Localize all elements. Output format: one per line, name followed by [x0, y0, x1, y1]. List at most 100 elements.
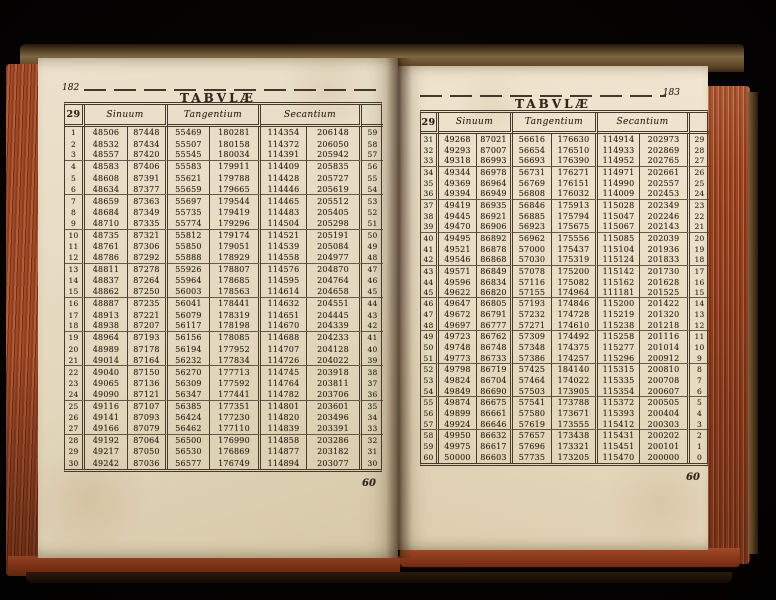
sin-cell: 86849: [477, 265, 513, 277]
minute-cell: 46: [421, 298, 439, 310]
minute-cell: 43: [421, 265, 439, 277]
sin-cell: 49874: [439, 397, 477, 409]
sec-cell: 201730: [640, 265, 690, 277]
sin-cell: 87250: [128, 286, 168, 298]
minute-cell: 36: [421, 188, 439, 200]
page-number-right: 183: [662, 88, 680, 98]
tan-cell: 55964: [168, 275, 210, 287]
tan-cell: 57078: [513, 265, 552, 277]
minute-cell: 32: [421, 144, 439, 156]
tan-cell: 178319: [210, 309, 261, 321]
sin-cell: 86964: [477, 177, 513, 189]
minute-cell: 40: [421, 232, 439, 244]
cominute-cell: 44: [367, 299, 378, 309]
sin-cell: 87420: [128, 149, 168, 162]
tan-cell: 178929: [210, 252, 261, 264]
sin-cell: 87150: [128, 366, 168, 378]
tan-cell: 177952: [210, 343, 261, 355]
cominute-cell: 20: [694, 233, 705, 243]
tan-cell: 178085: [210, 332, 261, 344]
cominute-cell: 2: [697, 431, 702, 441]
tan-cell: 55774: [168, 218, 210, 230]
sin-cell: 87221: [128, 309, 168, 321]
tan-cell: 175913: [552, 199, 598, 211]
minute-cell: 31: [421, 134, 439, 145]
minute-cell: 48: [421, 320, 439, 332]
right-cover-edge: [748, 92, 758, 554]
sin-cell: 48761: [85, 240, 128, 253]
sec-cell: 115067: [598, 221, 640, 233]
tan-cell: 56500: [168, 434, 210, 447]
tan-cell: 176510: [552, 144, 598, 156]
sec-cell: 114521: [261, 229, 307, 241]
page-title: TABVLÆ: [515, 97, 591, 111]
tan-cell: 180158: [210, 138, 261, 150]
sec-cell: 115412: [598, 419, 640, 431]
cominute-cell: 28: [694, 145, 705, 155]
sec-cell: 200303: [640, 419, 690, 431]
sin-cell: 87178: [128, 343, 168, 355]
sin-cell: 87007: [477, 144, 513, 156]
tan-cell: 55507: [168, 138, 210, 150]
tan-cell: 174257: [552, 353, 598, 365]
sin-cell: 48506: [85, 127, 128, 139]
right-fore-edge: [706, 86, 750, 564]
sec-cell: 115354: [598, 386, 640, 398]
headpiece-rule: [84, 89, 384, 91]
sec-cell: 206050: [307, 138, 362, 150]
tan-cell: 56962: [513, 232, 552, 244]
sin-cell: 86935: [477, 199, 513, 211]
cominute-cell: 36: [362, 389, 383, 401]
cominute-header: [690, 113, 709, 134]
minute-cell: 29: [65, 446, 85, 458]
sin-cell: 49622: [439, 287, 477, 299]
sin-cell: 87079: [128, 423, 168, 435]
cominute-cell: 13: [694, 310, 705, 320]
tan-cell: 180281: [210, 127, 261, 139]
sec-cell: 202869: [640, 144, 690, 156]
sec-cell: 201936: [640, 243, 690, 255]
sin-cell: 86906: [477, 221, 513, 233]
sec-cell: 200202: [640, 430, 690, 442]
sin-cell: 87264: [128, 275, 168, 287]
sin-cell: 87278: [128, 263, 168, 276]
sec-cell: 200708: [640, 375, 690, 387]
tan-cell: 56424: [168, 411, 210, 424]
tan-cell: 176390: [552, 155, 598, 167]
sec-cell: 114858: [261, 434, 307, 447]
cominute-cell: 5: [697, 398, 702, 408]
sec-cell: 205512: [307, 195, 362, 207]
sec-cell: 204870: [307, 263, 362, 276]
tan-cell: 173321: [552, 441, 598, 453]
sec-cell: 115393: [598, 408, 640, 420]
degree-header: 29: [421, 113, 439, 134]
tan-cell: 56041: [168, 297, 210, 310]
minute-cell: 44: [421, 276, 439, 288]
sin-cell: 49521: [439, 243, 477, 255]
tan-cell: 177592: [210, 377, 261, 390]
cominute-cell: 49: [367, 242, 378, 252]
sec-cell: 115142: [598, 265, 640, 277]
sin-cell: 87064: [128, 434, 168, 447]
sec-cell: 202349: [640, 199, 690, 211]
sec-cell: 114428: [261, 172, 307, 184]
sec-cell: 200607: [640, 386, 690, 398]
tan-cell: 56923: [513, 221, 552, 233]
tan-cell: 56885: [513, 210, 552, 222]
sin-cell: 87050: [128, 446, 168, 458]
tan-cell: 179665: [210, 183, 261, 196]
tan-cell: 55469: [168, 127, 210, 139]
tan-cell: 175556: [552, 232, 598, 244]
tan-cell: 56808: [513, 188, 552, 200]
tan-cell: 57464: [513, 375, 552, 387]
sin-cell: 86791: [477, 309, 513, 321]
sin-cell: 48887: [85, 297, 128, 310]
sinuum-header: Sinuum: [85, 105, 168, 127]
trig-table-left: 29 Sinuum Tangentium Secantium 1 48506 874…: [64, 102, 383, 472]
cominute-cell: 1: [697, 442, 702, 452]
sin-cell: 86632: [477, 430, 513, 442]
sec-cell: 114391: [261, 149, 307, 162]
sec-cell: 114688: [261, 332, 307, 344]
tan-cell: 55697: [168, 195, 210, 207]
sec-cell: 200404: [640, 408, 690, 420]
